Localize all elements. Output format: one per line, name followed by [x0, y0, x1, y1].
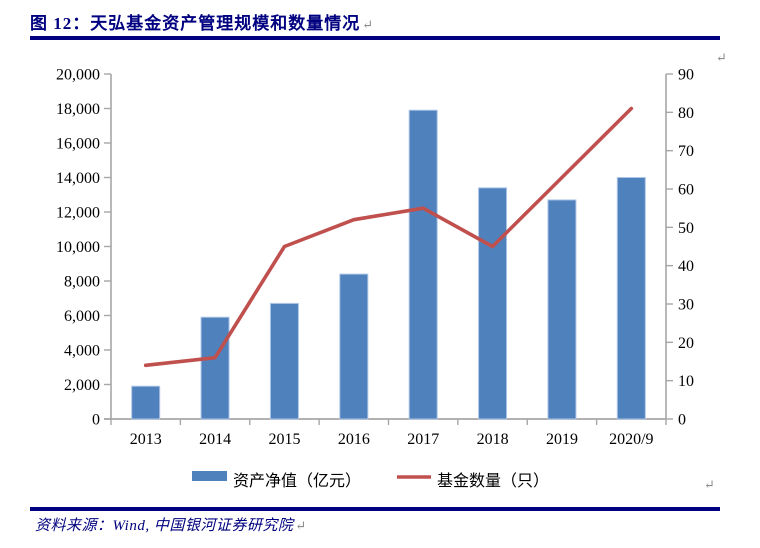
right-axis-tick-label: 30 — [678, 297, 694, 314]
right-axis-tick-label: 40 — [678, 258, 694, 275]
left-axis-tick-label: 14,000 — [56, 170, 100, 187]
bar-2016 — [339, 273, 369, 420]
source-note-row: 资料来源：Wind, 中国银河证券研究院 ↵ — [35, 514, 306, 535]
combo-bar-line-chart: 0 2,000 4,000 6,000 8,000 10,000 12,000 14,000 1… — [56, 67, 694, 491]
figure-title: 图 12：天弘基金资产管理规模和数量情况 — [30, 14, 361, 33]
left-axis-tick-label: 2,000 — [64, 377, 100, 394]
left-axis-tick-label: 8,000 — [64, 274, 100, 291]
left-axis-tick-label: 10,000 — [56, 239, 100, 256]
x-axis-category-label: 2015 — [268, 431, 300, 448]
bar-2020/9 — [616, 177, 646, 420]
bar-2013 — [131, 385, 161, 420]
right-axis-tick-label: 10 — [678, 373, 694, 390]
bar-2015 — [269, 302, 299, 420]
left-axis-tick-label: 18,000 — [56, 101, 100, 118]
left-axis-tick-label: 6,000 — [64, 308, 100, 325]
bar-2017 — [408, 109, 438, 420]
x-axis-category-label: 2013 — [130, 431, 162, 448]
right-axis-tick-label: 90 — [678, 67, 694, 84]
x-axis-category-label: 2017 — [407, 431, 439, 448]
right-axis-tick-label: 60 — [678, 182, 694, 199]
x-axis-category-label: 2020/9 — [609, 431, 653, 448]
title-underline-rule — [30, 36, 720, 40]
return-mark-icon: ↵ — [704, 477, 715, 492]
left-axis-tick-label: 4,000 — [64, 343, 100, 360]
source-note: 资料来源：Wind, 中国银河证券研究院 — [35, 518, 294, 534]
figure-title-row: 图 12：天弘基金资产管理规模和数量情况 ↵ — [30, 9, 373, 34]
return-mark-icon: ↵ — [362, 17, 374, 32]
return-mark-icon: ↵ — [295, 518, 307, 533]
left-axis-tick-label: 0 — [92, 412, 100, 429]
left-axis-tick-label: 20,000 — [56, 67, 100, 84]
bar-2014 — [200, 316, 230, 420]
x-axis-category-label: 2018 — [477, 431, 509, 448]
legend-bar-swatch — [192, 471, 227, 481]
legend-line-label: 基金数量（只） — [437, 472, 549, 490]
left-axis-tick-label: 12,000 — [56, 205, 100, 222]
right-axis-tick-label: 70 — [678, 143, 694, 160]
fund-count-line — [143, 106, 634, 368]
return-mark-icon: ↵ — [716, 50, 727, 65]
left-axis-tick-label: 16,000 — [56, 136, 100, 153]
x-axis-category-label: 2016 — [338, 431, 370, 448]
x-axis-category-label: 2019 — [546, 431, 578, 448]
bar-2018 — [478, 187, 508, 420]
right-axis-tick-label: 0 — [678, 412, 686, 429]
legend-bar-label: 资产净值（亿元） — [233, 472, 361, 490]
right-axis-tick-label: 20 — [678, 335, 694, 352]
right-axis-tick-label: 80 — [678, 105, 694, 122]
x-axis-category-label: 2014 — [199, 431, 231, 448]
bar-2019 — [547, 199, 577, 420]
footer-separator-rule — [30, 507, 720, 511]
right-axis-tick-label: 50 — [678, 220, 694, 237]
